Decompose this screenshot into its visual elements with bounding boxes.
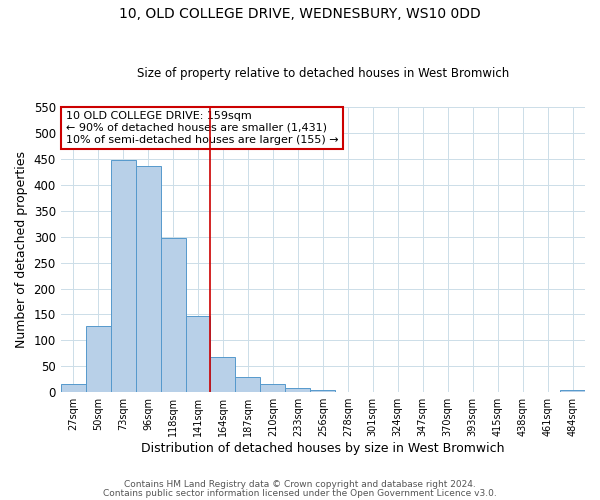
Bar (286, 388, 310, 392)
Text: Contains HM Land Registry data © Crown copyright and database right 2024.: Contains HM Land Registry data © Crown c… (124, 480, 476, 489)
Bar (86, 326, 110, 392)
Title: Size of property relative to detached houses in West Bromwich: Size of property relative to detached ho… (137, 66, 509, 80)
Bar (560, 390, 585, 392)
X-axis label: Distribution of detached houses by size in West Bromwich: Distribution of detached houses by size … (141, 442, 505, 455)
Bar (235, 377, 260, 392)
Bar (61, 384, 86, 392)
Text: 10, OLD COLLEGE DRIVE, WEDNESBURY, WS10 0DD: 10, OLD COLLEGE DRIVE, WEDNESBURY, WS10 … (119, 8, 481, 22)
Y-axis label: Number of detached properties: Number of detached properties (15, 151, 28, 348)
Bar (185, 316, 211, 392)
Text: Contains public sector information licensed under the Open Government Licence v3: Contains public sector information licen… (103, 488, 497, 498)
Bar (310, 390, 335, 392)
Bar (136, 166, 161, 392)
Bar (211, 357, 235, 392)
Bar (161, 238, 185, 392)
Bar (110, 160, 136, 392)
Bar (260, 384, 286, 392)
Text: 10 OLD COLLEGE DRIVE: 159sqm
← 90% of detached houses are smaller (1,431)
10% of: 10 OLD COLLEGE DRIVE: 159sqm ← 90% of de… (66, 112, 338, 144)
